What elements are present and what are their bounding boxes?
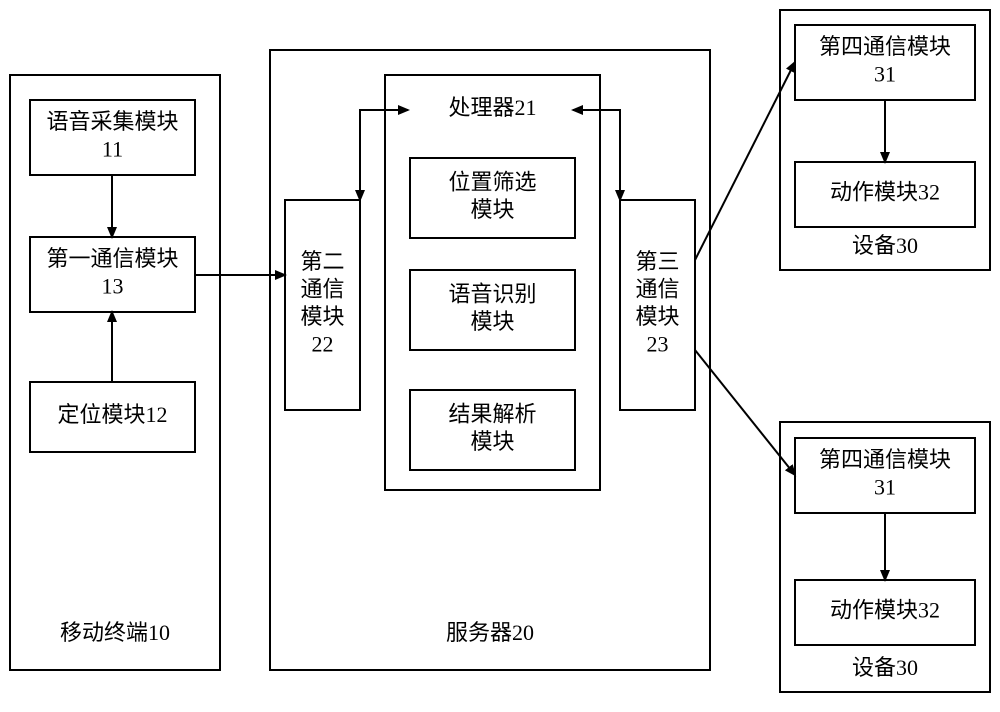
action-top-module-label: 动作模块32 <box>830 180 940 205</box>
processor-label: 处理器21 <box>448 95 536 120</box>
action-bottom-module-label: 动作模块32 <box>830 598 940 623</box>
device-top-caption: 设备30 <box>852 233 918 258</box>
device-bottom-caption: 设备30 <box>852 655 918 680</box>
server-caption: 服务器20 <box>446 620 534 645</box>
positioning-module-label: 定位模块12 <box>57 402 167 427</box>
mobile-terminal-caption: 移动终端10 <box>60 620 170 645</box>
